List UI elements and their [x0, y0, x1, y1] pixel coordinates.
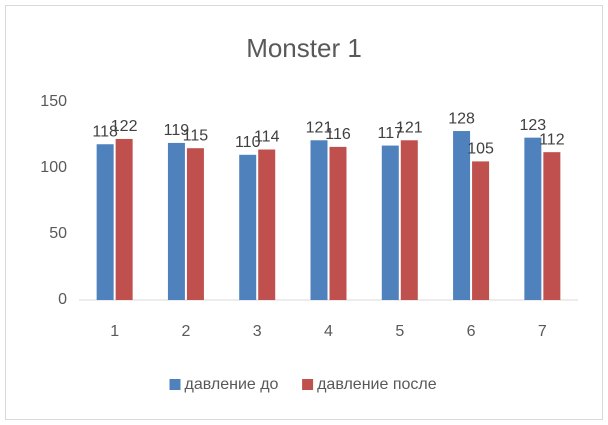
legend-label: давление до	[185, 376, 279, 393]
legend-swatch	[302, 379, 314, 390]
bar	[381, 145, 399, 300]
x-tick-label: 5	[395, 323, 404, 340]
chart-title: Monster 1	[246, 33, 362, 63]
chart-border	[5, 5, 603, 420]
bar	[186, 148, 204, 300]
bar	[310, 140, 328, 300]
data-label: 118	[92, 123, 118, 140]
bar	[472, 161, 490, 300]
data-label: 128	[448, 110, 475, 127]
bar	[258, 149, 276, 300]
x-tick-label: 7	[538, 323, 547, 340]
data-label: 114	[254, 129, 280, 146]
legend-swatch	[169, 379, 181, 390]
x-tick-label: 3	[253, 323, 262, 340]
x-tick-label: 4	[324, 323, 333, 340]
bar	[543, 152, 561, 300]
data-label: 122	[111, 118, 138, 135]
data-label: 116	[325, 126, 351, 143]
bar	[96, 144, 114, 300]
bar	[115, 138, 133, 300]
data-label: 117	[378, 125, 404, 142]
bar	[453, 131, 471, 300]
data-label: 112	[539, 131, 565, 148]
bar	[400, 140, 418, 300]
bar	[329, 146, 347, 300]
data-label: 110	[235, 134, 261, 151]
data-label: 121	[306, 119, 333, 136]
bar	[239, 154, 257, 300]
y-tick-label: 50	[49, 225, 67, 242]
y-tick-label: 150	[40, 93, 67, 110]
x-tick-label: 1	[110, 323, 119, 340]
data-label: 115	[183, 127, 209, 144]
legend-label: давление после	[317, 376, 437, 393]
y-tick-label: 100	[40, 159, 67, 176]
bar	[167, 142, 185, 300]
x-tick-label: 2	[181, 323, 190, 340]
data-label: 105	[467, 141, 494, 158]
y-tick-label: 0	[58, 291, 67, 308]
data-label: 123	[520, 117, 547, 134]
x-tick-label: 6	[467, 323, 476, 340]
bar	[524, 137, 542, 300]
data-label: 121	[396, 119, 423, 136]
data-label: 119	[164, 122, 190, 139]
